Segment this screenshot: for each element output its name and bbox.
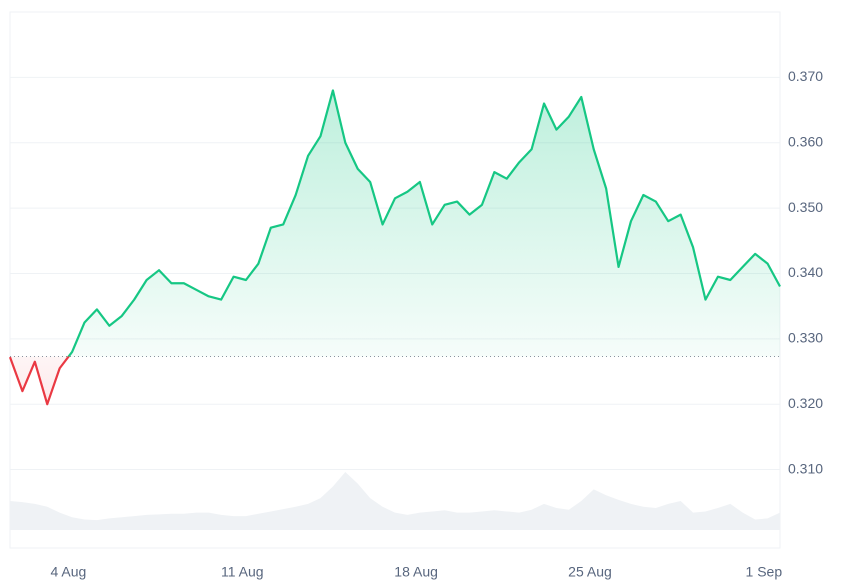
price-line xyxy=(8,89,781,406)
y-tick-label: 0.320 xyxy=(788,395,823,411)
y-tick-label: 0.330 xyxy=(788,330,823,346)
x-tick-label: 1 Sep xyxy=(746,564,783,580)
y-tick-label: 0.350 xyxy=(788,199,823,215)
x-tick-label: 11 Aug xyxy=(221,564,264,580)
x-tick-label: 4 Aug xyxy=(50,564,86,580)
x-tick-label: 18 Aug xyxy=(394,564,438,580)
y-tick-label: 0.370 xyxy=(788,68,823,84)
x-tick-label: 25 Aug xyxy=(568,564,612,580)
y-tick-label: 0.310 xyxy=(788,460,823,476)
plot-frame xyxy=(9,11,781,549)
y-tick-label: 0.340 xyxy=(788,264,823,280)
y-tick-label: 0.360 xyxy=(788,133,823,149)
price-area xyxy=(10,90,780,405)
volume-area xyxy=(10,472,780,530)
